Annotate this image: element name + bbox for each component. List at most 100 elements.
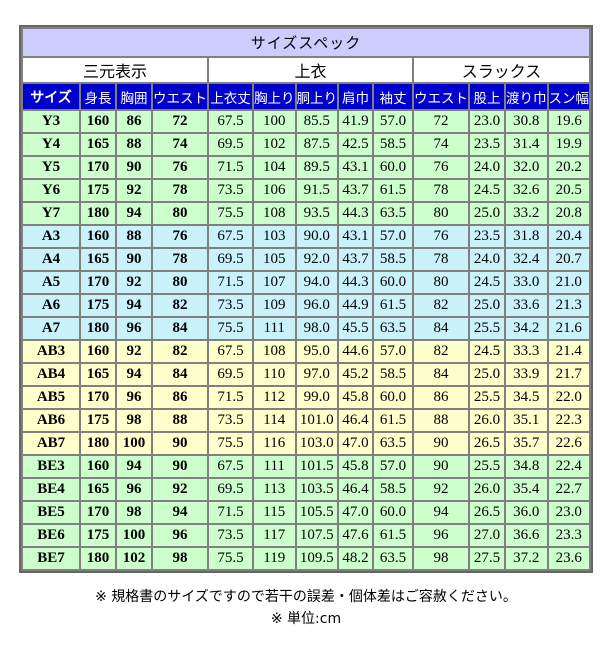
cell: 165 xyxy=(81,249,115,270)
table-row: BE3 160 94 90 67.5 111 101.5 45.8 57.0 90 25.5 34.8… xyxy=(23,456,589,477)
cell: 58.5 xyxy=(374,249,412,270)
cell: 57.0 xyxy=(374,456,412,477)
cell: 111 xyxy=(254,456,295,477)
table-body: Y3 160 86 72 67.5 100 85.5 41.9 57.0 72 23.0 30.8 19… xyxy=(23,111,589,569)
cell: 80 xyxy=(153,203,207,224)
table-row: Y7 180 94 80 75.5 108 93.5 44.3 63.5 80 25.0 33.2 20… xyxy=(23,203,589,224)
table-row: Y4 165 88 74 69.5 102 87.5 42.5 58.5 74 23.5 31.4 19… xyxy=(23,134,589,155)
cell: 41.9 xyxy=(339,111,372,132)
cell: 31.4 xyxy=(506,134,547,155)
cell: 44.6 xyxy=(339,341,372,362)
cell: 96 xyxy=(414,525,468,546)
cell: BE7 xyxy=(23,548,79,569)
cell: 98.0 xyxy=(296,318,337,339)
cell: 71.5 xyxy=(209,272,252,293)
cell: 96 xyxy=(117,387,151,408)
table-title: サイズスペック xyxy=(23,29,589,56)
group-header-3: スラックス xyxy=(414,58,589,82)
cell: 175 xyxy=(81,410,115,431)
cell: 75.5 xyxy=(209,433,252,454)
cell: 24.5 xyxy=(470,272,504,293)
cell: 26.0 xyxy=(470,479,504,500)
cell: 73.5 xyxy=(209,410,252,431)
column-header: 袖丈 xyxy=(374,84,412,109)
cell: 180 xyxy=(81,318,115,339)
cell: AB3 xyxy=(23,341,79,362)
cell: 25.0 xyxy=(470,364,504,385)
cell: 21.3 xyxy=(548,295,589,316)
cell: 61.5 xyxy=(374,410,412,431)
cell: 82 xyxy=(414,295,468,316)
cell: 36.6 xyxy=(506,525,547,546)
cell: 61.5 xyxy=(374,525,412,546)
cell: 23.0 xyxy=(470,111,504,132)
cell: 86 xyxy=(153,387,207,408)
cell: 103 xyxy=(254,226,295,247)
cell: 86 xyxy=(414,387,468,408)
cell: 98 xyxy=(153,548,207,569)
column-header: 胸上り xyxy=(254,84,295,109)
cell: 67.5 xyxy=(209,456,252,477)
cell: 33.9 xyxy=(506,364,547,385)
cell: 25.5 xyxy=(470,318,504,339)
cell: 74 xyxy=(414,134,468,155)
size-spec-table: サイズスペック 三元表示 上衣 スラックス サイズ 身長 胸囲 ウエスト 上衣丈 胸上り 胴上り… xyxy=(19,25,593,573)
cell: 57.0 xyxy=(374,226,412,247)
cell: 44.9 xyxy=(339,295,372,316)
cell: 67.5 xyxy=(209,111,252,132)
column-header-row: サイズ 身長 胸囲 ウエスト 上衣丈 胸上り 胴上り 肩巾 袖丈 ウエスト 股上 渡り巾 スン幅 xyxy=(23,84,589,109)
cell: 22.7 xyxy=(548,479,589,500)
column-header: ウエスト xyxy=(414,84,468,109)
cell: 31.8 xyxy=(506,226,547,247)
cell: 90 xyxy=(117,249,151,270)
cell: 102 xyxy=(117,548,151,569)
cell: Y7 xyxy=(23,203,79,224)
table-row: A5 170 92 80 71.5 107 94.0 44.3 60.0 80 24.5 33.0 21… xyxy=(23,272,589,293)
cell: 43.7 xyxy=(339,180,372,201)
column-header: 股上 xyxy=(470,84,504,109)
cell: 165 xyxy=(81,134,115,155)
cell: 101.5 xyxy=(296,456,337,477)
cell: 92 xyxy=(117,180,151,201)
cell: 60.0 xyxy=(374,502,412,523)
cell: 35.1 xyxy=(506,410,547,431)
cell: 96 xyxy=(117,318,151,339)
cell: 88 xyxy=(117,226,151,247)
table-row: BE7 180 102 98 75.5 119 109.5 48.2 63.5 98 27.5 37.… xyxy=(23,548,589,569)
cell: 60.0 xyxy=(374,272,412,293)
cell: 73.5 xyxy=(209,295,252,316)
cell: 24.0 xyxy=(470,157,504,178)
cell: 89.5 xyxy=(296,157,337,178)
cell: BE5 xyxy=(23,502,79,523)
cell: 85.5 xyxy=(296,111,337,132)
cell: 82 xyxy=(414,341,468,362)
table-row: Y6 175 92 78 73.5 106 91.5 43.7 61.5 78 24.5 32.6 20… xyxy=(23,180,589,201)
cell: A4 xyxy=(23,249,79,270)
cell: 30.8 xyxy=(506,111,547,132)
column-header: 胴上り xyxy=(296,84,337,109)
cell: 91.5 xyxy=(296,180,337,201)
cell: 73.5 xyxy=(209,180,252,201)
cell: 72 xyxy=(414,111,468,132)
cell: 25.0 xyxy=(470,203,504,224)
cell: 75.5 xyxy=(209,548,252,569)
cell: 165 xyxy=(81,364,115,385)
cell: 105 xyxy=(254,249,295,270)
cell: 78 xyxy=(153,249,207,270)
cell: 78 xyxy=(414,180,468,201)
cell: 26.0 xyxy=(470,410,504,431)
cell: 96.0 xyxy=(296,295,337,316)
cell: 90 xyxy=(414,456,468,477)
cell: 160 xyxy=(81,226,115,247)
cell: 110 xyxy=(254,364,295,385)
cell: 57.0 xyxy=(374,111,412,132)
cell: 84 xyxy=(414,318,468,339)
cell: 87.5 xyxy=(296,134,337,155)
cell: 23.3 xyxy=(548,525,589,546)
cell: 90 xyxy=(414,433,468,454)
cell: 96 xyxy=(153,525,207,546)
cell: 92 xyxy=(153,479,207,500)
cell: 32.0 xyxy=(506,157,547,178)
cell: 94 xyxy=(117,203,151,224)
cell: 76 xyxy=(153,157,207,178)
